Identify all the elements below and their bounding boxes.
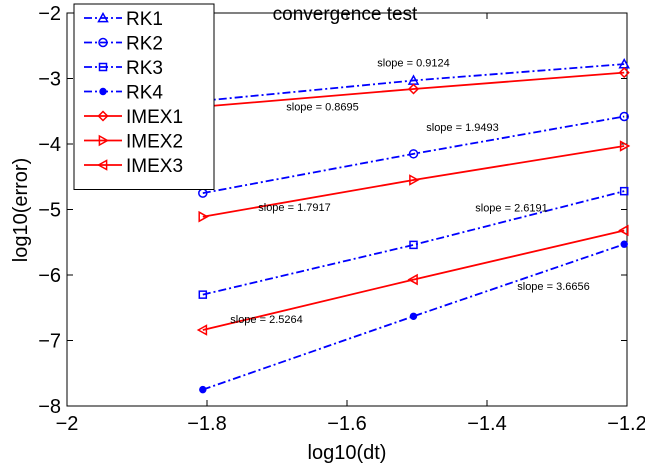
data-point-rk3 <box>198 290 208 299</box>
series-line-rk1 <box>202 63 625 102</box>
legend-label: RK2 <box>126 34 163 55</box>
legend-label: RK4 <box>126 83 163 104</box>
legend-marker <box>98 134 110 147</box>
series-rk3 <box>198 186 629 299</box>
data-point-rk4 <box>199 385 207 394</box>
series-line-imex1 <box>202 71 625 108</box>
legend-marker <box>96 159 108 171</box>
slope-annotation: slope = 3.6656 <box>517 281 589 293</box>
x-axis-title: log10(dt) <box>308 442 387 464</box>
series-imex3 <box>196 224 629 336</box>
series-layer <box>196 58 631 394</box>
data-point-imex2 <box>409 174 420 186</box>
data-point-imex1 <box>618 67 630 79</box>
y-tick-label: −3 <box>38 69 61 91</box>
chart-title: convergence test <box>273 4 418 25</box>
slope-annotation: slope = 2.5264 <box>230 314 302 326</box>
legend-item-rk4: RK4 <box>84 83 163 104</box>
y-tick-label: −8 <box>38 396 61 418</box>
data-point-imex3 <box>618 224 629 237</box>
data-point-imex2 <box>198 210 209 223</box>
data-point-imex3 <box>196 324 208 336</box>
data-point-rk4 <box>620 240 628 248</box>
legend-label: IMEX1 <box>126 107 183 128</box>
data-point-rk3 <box>619 186 629 196</box>
legend: RK1 RK2 RK3 RK4 IMEX1 IMEX2 IMEX3 <box>73 3 215 190</box>
data-point-imex3 <box>407 273 418 286</box>
legend-item-rk2: RK2 <box>84 34 163 55</box>
data-point-rk2 <box>408 149 419 159</box>
data-point-rk2 <box>619 111 629 122</box>
axis-ticks: −2 −1.8 −1.6 −1.4 −1.2 −8 −7 −6 −5 −4 −3 −2 <box>38 3 645 435</box>
legend-item-rk1: RK1 <box>84 9 163 30</box>
slope-annotation: slope = 1.9493 <box>426 122 498 134</box>
series-imex2 <box>198 140 631 223</box>
annotation-layer: slope = 0.9124 slope = 0.8695 slope = 1.94… <box>230 58 589 326</box>
data-point-imex1 <box>407 83 420 95</box>
legend-marker <box>97 11 109 23</box>
slope-annotation: slope = 2.6191 <box>475 202 547 214</box>
series-line-rk2 <box>202 115 625 195</box>
y-tick-label: −7 <box>38 331 61 353</box>
slope-annotation: slope = 0.8695 <box>286 102 358 114</box>
series-rk4 <box>199 240 628 394</box>
series-line-imex2 <box>202 145 625 218</box>
legend-item-rk3: RK3 <box>84 58 163 79</box>
legend-marker <box>98 37 108 48</box>
legend-label: IMEX3 <box>126 156 183 177</box>
x-tick-label: −1.6 <box>327 413 366 435</box>
legend-marker <box>97 110 109 122</box>
data-point-rk4 <box>409 312 418 320</box>
data-point-rk3 <box>409 240 418 250</box>
legend-label: RK1 <box>126 9 163 30</box>
legend-item-imex2: IMEX2 <box>84 132 183 153</box>
y-tick-label: −5 <box>38 200 61 222</box>
y-axis-title: log10(error) <box>10 158 32 262</box>
x-tick-label: −1.2 <box>607 413 645 435</box>
y-tick-label: −6 <box>38 265 61 287</box>
x-tick-label: −1.4 <box>467 413 506 435</box>
legend-box <box>73 3 215 190</box>
legend-item-imex3: IMEX3 <box>84 156 183 177</box>
y-tick-label: −2 <box>38 3 61 25</box>
data-point-imex2 <box>619 140 631 152</box>
series-rk2 <box>198 111 629 198</box>
x-tick-label: −1.8 <box>187 413 226 435</box>
series-line-imex3 <box>202 229 625 331</box>
legend-marker <box>99 87 107 96</box>
slope-annotation: slope = 1.7917 <box>258 202 330 214</box>
legend-marker <box>98 62 108 72</box>
legend-item-imex1: IMEX1 <box>84 107 183 128</box>
slope-annotation: slope = 0.9124 <box>377 58 449 70</box>
y-tick-label: −4 <box>38 134 61 156</box>
x-tick-label: −2 <box>56 413 79 435</box>
legend-label: IMEX2 <box>126 132 183 153</box>
series-line-rk4 <box>202 243 625 391</box>
legend-label: RK3 <box>126 58 163 79</box>
